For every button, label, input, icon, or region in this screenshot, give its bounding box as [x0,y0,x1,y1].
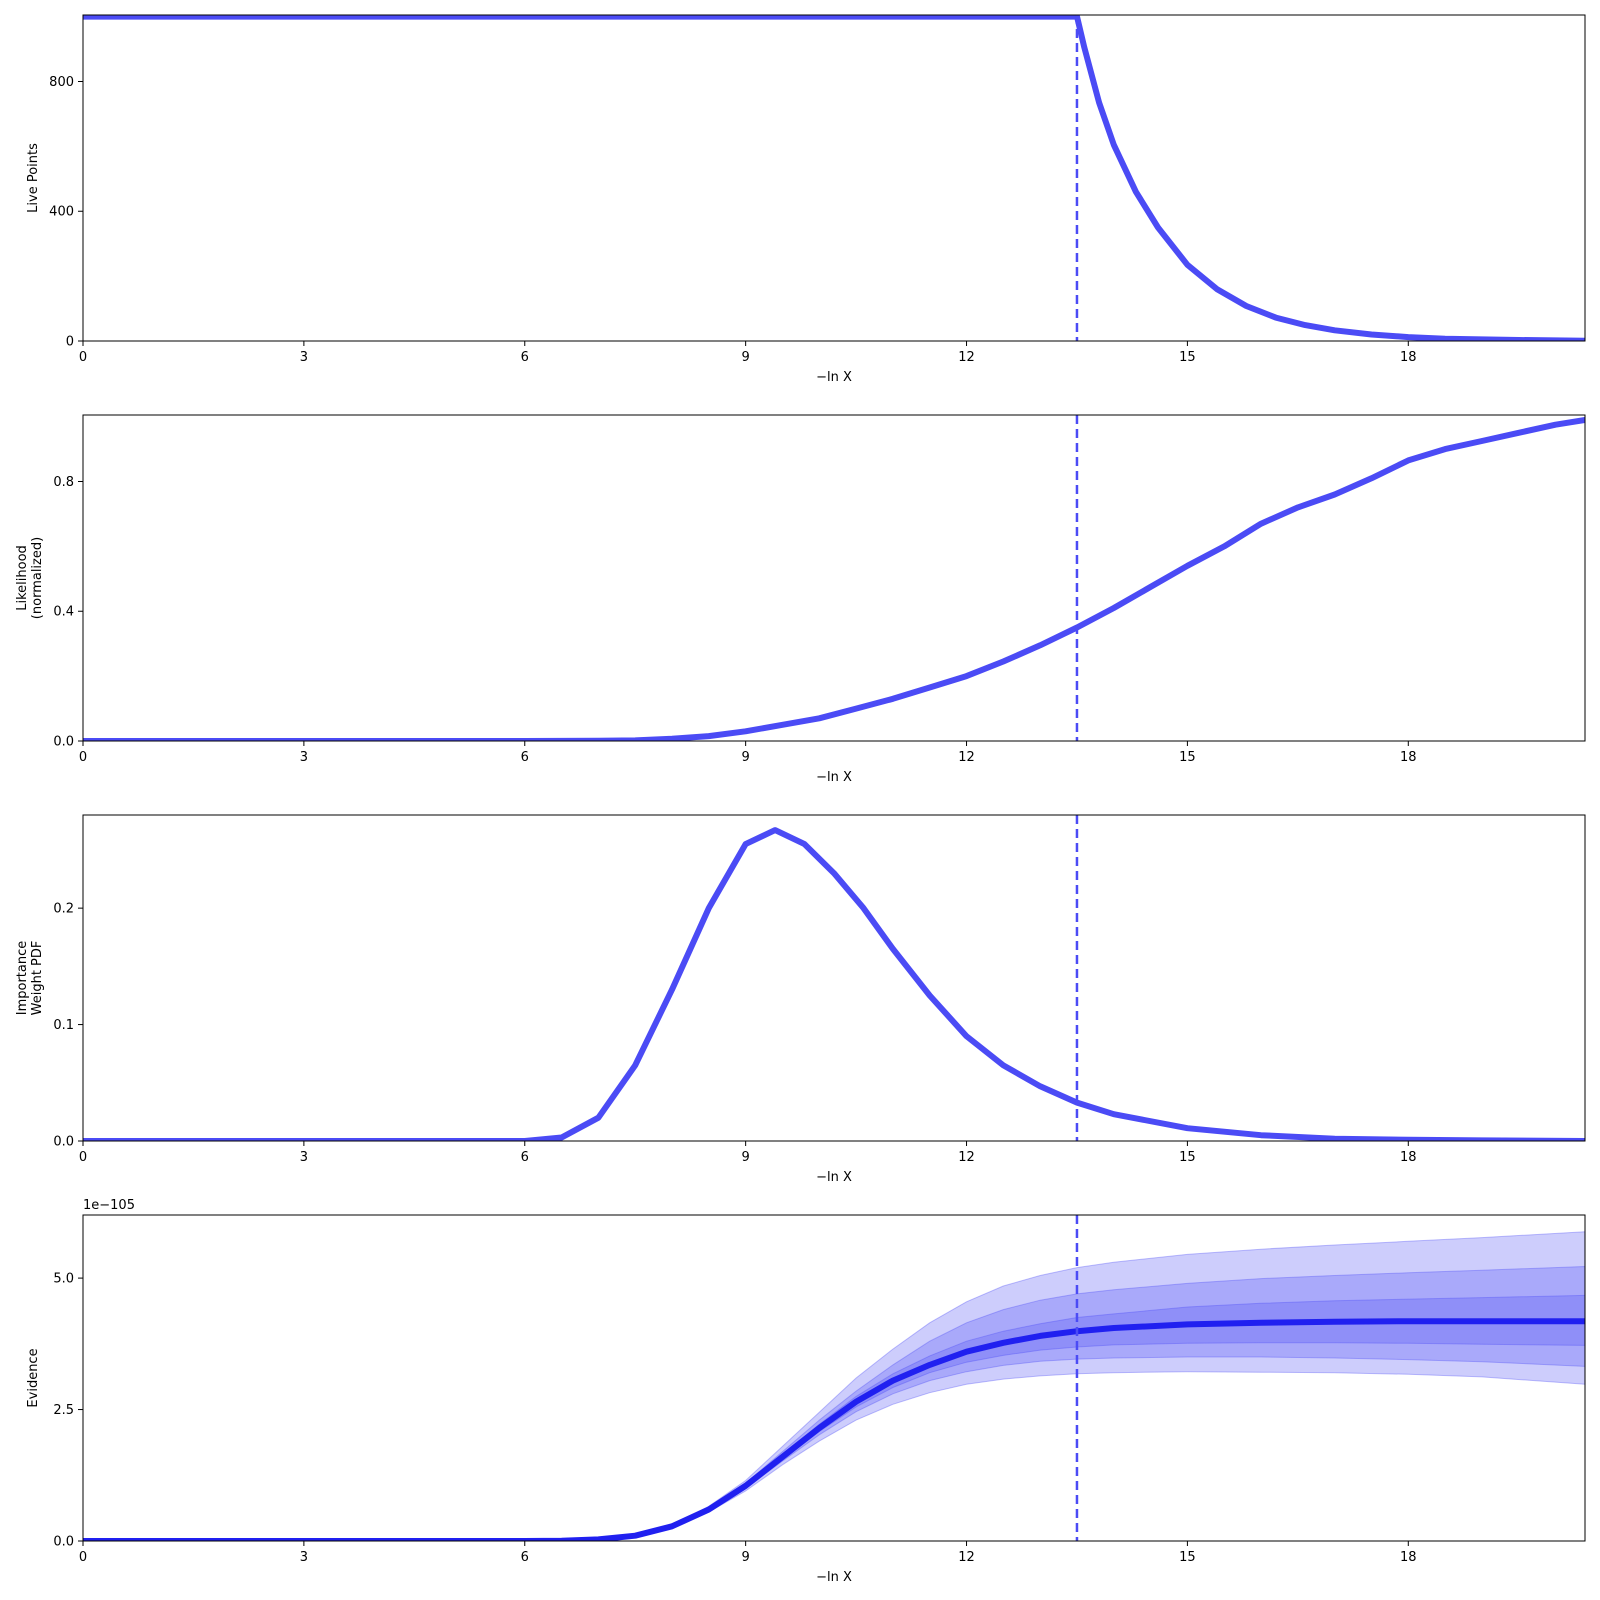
x-tick-label: 0 [79,750,87,765]
y-axis-label: Evidence [26,1348,41,1407]
x-tick-label: 12 [958,750,975,765]
axes-frame [82,1214,1586,1542]
y-axis-label-line: Importance [15,941,30,1016]
y-tick-label: 0.0 [53,1535,74,1550]
x-tick-label: 6 [521,1150,529,1165]
y-axis-label-line: Live Points [26,143,41,213]
x-axis-label: −ln X [816,370,852,385]
x-axis-label: −ln X [816,1570,852,1585]
y-axis-label: Likelihood(normalized) [15,537,45,619]
x-tick-label: 3 [300,350,308,365]
panel-1: 0 3 6 9 12 15 18 0 400 800 −ln X Live Points [26,14,1586,385]
x-tick-label: 3 [300,1150,308,1165]
x-tick-label: 18 [1400,350,1417,365]
x-tick-label: 0 [79,1550,87,1565]
x-tick-label: 18 [1400,1550,1417,1565]
y-tick-label: 0.8 [53,475,74,490]
x-tick-label: 9 [742,750,750,765]
y-tick-label: 0.1 [53,1018,74,1033]
y-offset-label: 1e−105 [83,1198,135,1213]
y-axis-label-line: Weight PDF [30,941,45,1016]
x-tick-label: 12 [958,1550,975,1565]
x-axis-label: −ln X [816,1170,852,1185]
axes-frame [82,414,1586,742]
x-tick-label: 3 [300,750,308,765]
y-tick-label: 0.0 [53,1135,74,1150]
x-tick-label: 0 [79,1150,87,1165]
axes-frame [82,814,1586,1142]
y-tick-label: 800 [49,75,74,90]
x-tick-label: 9 [742,1550,750,1565]
plot-area [83,415,1585,741]
series-line-1 [83,15,1585,341]
x-axis-label: −ln X [816,770,852,785]
y-axis-label: Live Points [26,143,41,213]
x-tick-label: 15 [1179,1150,1196,1165]
y-axis-label: ImportanceWeight PDF [15,941,45,1016]
x-tick-label: 12 [958,1150,975,1165]
panel-2: 0 3 6 9 12 15 18 0.0 0.4 0.8 −ln X Likelihood(norma… [15,414,1586,785]
y-tick-label: 0.2 [53,902,74,917]
x-tick-label: 12 [958,350,975,365]
panel-4: 0 3 6 9 12 15 18 0.0 2.5 5.0 −ln X Evidence 1e−105 [26,1198,1586,1585]
plot-area [83,15,1585,341]
x-tick-label: 9 [742,350,750,365]
evidence-line [83,1318,1585,1541]
y-tick-label: 2.5 [53,1403,74,1418]
y-axis-label-line: Likelihood [15,545,30,611]
x-tick-label: 18 [1400,750,1417,765]
x-tick-label: 3 [300,1550,308,1565]
x-tick-label: 15 [1179,750,1196,765]
series-line-1 [83,827,1585,1141]
x-tick-label: 9 [742,1150,750,1165]
y-tick-label: 0.4 [53,605,74,620]
y-tick-label: 0 [66,335,74,350]
plot-area [83,1215,1585,1541]
credible-band-2 [83,1265,1585,1541]
x-tick-label: 15 [1179,350,1196,365]
panel-3: 0 3 6 9 12 15 18 0.0 0.1 0.2 −ln X ImportanceWeight… [15,814,1586,1185]
axes-frame [82,14,1586,342]
y-tick-label: 0.0 [53,735,74,750]
y-axis-label-line: (normalized) [30,537,45,619]
x-tick-label: 6 [521,350,529,365]
series-line-1 [83,416,1585,741]
x-tick-label: 6 [521,1550,529,1565]
x-tick-label: 0 [79,350,87,365]
x-tick-label: 18 [1400,1150,1417,1165]
y-tick-label: 5.0 [53,1272,74,1287]
x-tick-label: 15 [1179,1550,1196,1565]
credible-band-1 [83,1231,1585,1541]
x-tick-label: 6 [521,750,529,765]
y-tick-label: 400 [49,205,74,220]
y-axis-label-line: Evidence [26,1348,41,1407]
plot-area [83,815,1585,1141]
